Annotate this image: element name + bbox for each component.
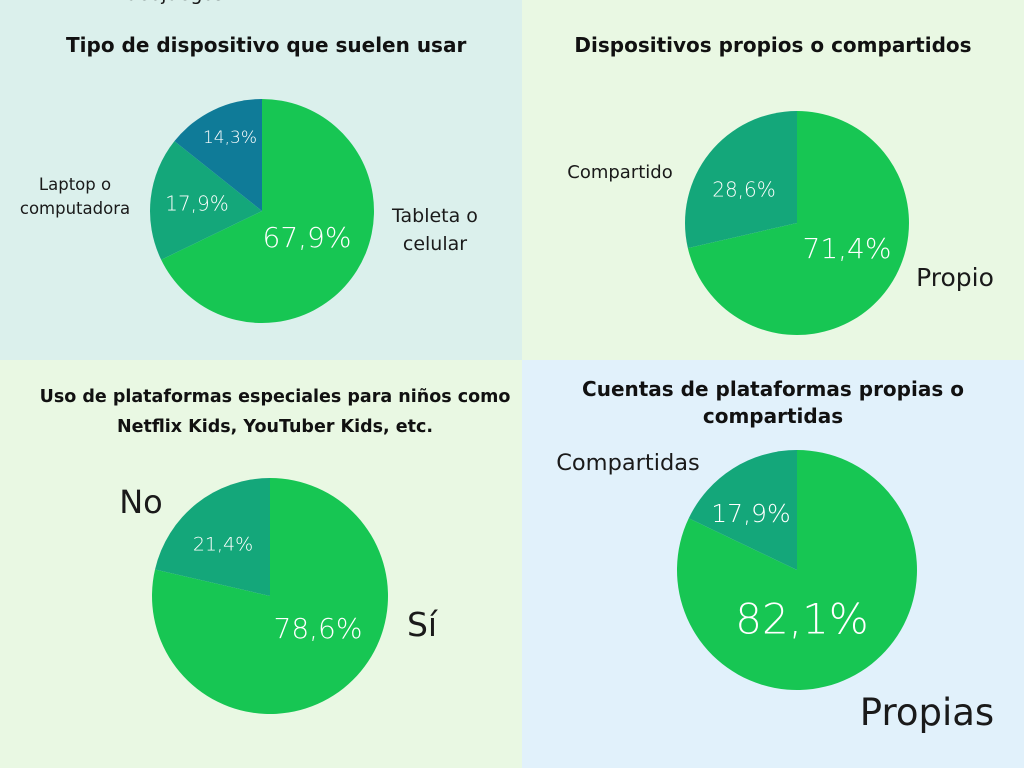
chart-title: Cuentas de plataformas propias o compart…	[582, 377, 964, 428]
platform-accounts-panel: Cuentas de plataformas propias o compart…	[522, 360, 1024, 768]
category-label-videojuegos: Videojuegos	[108, 0, 224, 5]
own-shared-devices-panel: Dispositivos propios o compartidos 71,4%…	[522, 0, 1024, 360]
pie-slice-tableta-o-celular	[161, 99, 375, 324]
chart-title: Tipo de dispositivo que suelen usar	[66, 33, 467, 57]
device-type-pie: 67,9% Tableta o celular 17,9% Laptop o comput…	[20, 0, 478, 324]
kids-platforms-pie: 78,6% Sí 21,4% No	[119, 478, 439, 714]
category-label-laptop-o-computadora: Laptop o computadora	[20, 175, 130, 218]
category-label-tableta-o-celular: Tableta o celular	[391, 205, 478, 255]
category-label-si: Sí	[407, 605, 439, 644]
data-label-no: 21,4%	[193, 534, 253, 556]
data-label-videojuegos: 14,3%	[203, 128, 257, 148]
pie-slice-si	[152, 478, 389, 714]
data-label-tableta-o-celular: 67,9%	[263, 221, 352, 254]
data-label-propias: 82,1%	[735, 595, 868, 644]
pie-slice-videojuegos	[174, 99, 262, 211]
data-label-si: 78,6%	[274, 612, 363, 645]
pie-slice-no	[155, 478, 270, 596]
category-label-propio: Propio	[916, 263, 994, 292]
pie-slice-propio	[687, 111, 909, 335]
data-label-compartido: 28,6%	[712, 178, 776, 202]
category-label-propias: Propias	[860, 691, 994, 734]
data-label-laptop-o-computadora: 17,9%	[165, 192, 229, 216]
chart-title: Uso de plataformas especiales para niños…	[39, 387, 511, 437]
data-label-propio: 71,4%	[803, 232, 892, 265]
platform-accounts-pie: 82,1% Propias 17,9% Compartidas	[556, 450, 994, 734]
data-label-compartidas: 17,9%	[711, 499, 790, 528]
own-shared-devices-pie: 71,4% Propio 28,6% Compartido	[567, 111, 994, 335]
kids-platforms-panel: Uso de plataformas especiales para niños…	[0, 360, 522, 768]
category-label-no: No	[119, 483, 163, 521]
category-label-compartido: Compartido	[567, 162, 672, 183]
chart-title: Dispositivos propios o compartidos	[574, 33, 972, 57]
pie-slice-compartidas	[688, 450, 797, 570]
device-type-panel: Tipo de dispositivo que suelen usar 67,9…	[0, 0, 522, 360]
category-label-compartidas: Compartidas	[556, 450, 700, 476]
pie-slice-compartido	[684, 111, 797, 249]
pie-slice-laptop-o-computadora	[150, 141, 262, 260]
pie-slice-propias	[676, 450, 917, 690]
